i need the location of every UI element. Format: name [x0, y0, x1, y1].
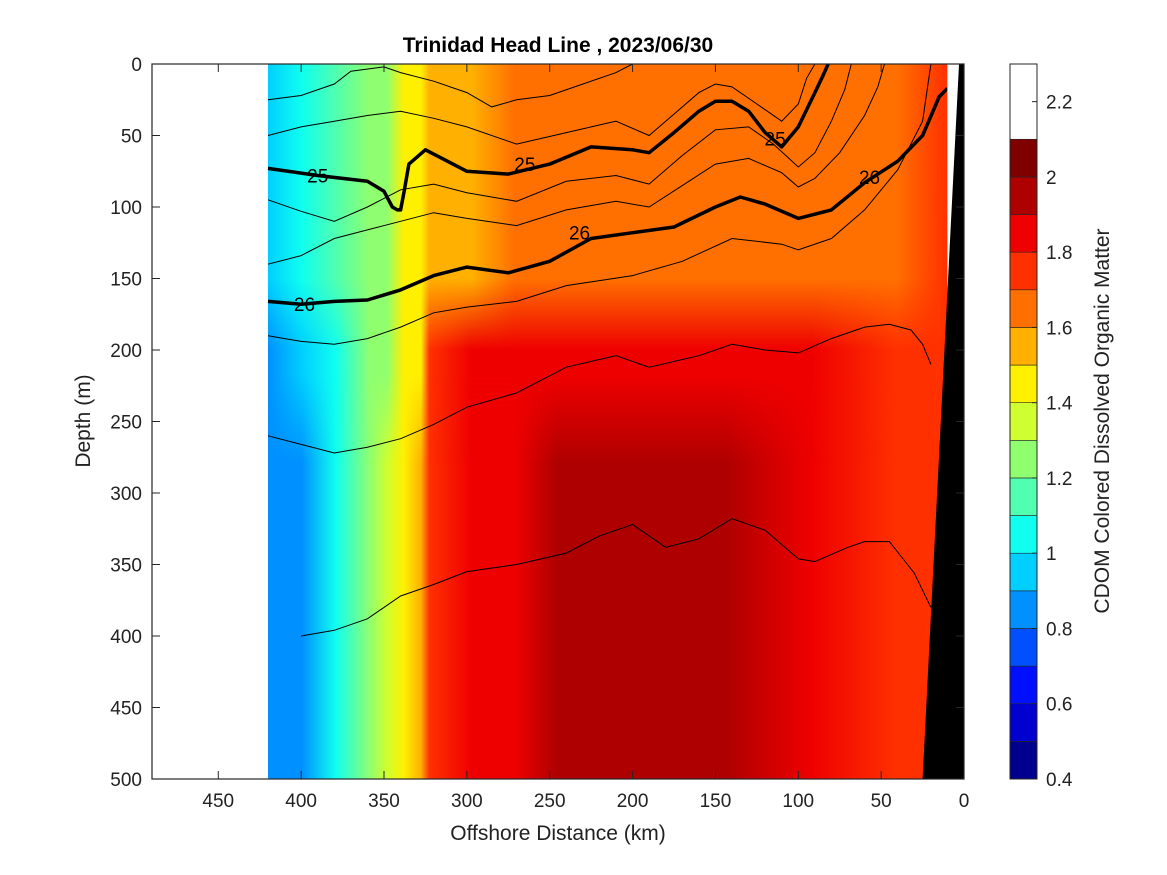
contour-label-26-1: 26: [294, 295, 315, 316]
colorbar-tick-label: 1.8: [1046, 243, 1072, 264]
y-tick-label: 150: [110, 270, 142, 291]
thin-contour-5: [267, 64, 932, 345]
cdom-field: [268, 64, 948, 779]
y-axis: 0 50 100 150 200 250 300 350 400 450 500: [110, 55, 964, 791]
colorbar-tick-label: 1.6: [1046, 318, 1072, 339]
isopycnal-25: [267, 64, 830, 212]
contour-label-25-2: 25: [514, 155, 535, 176]
colorbar-tick-label: 0.6: [1046, 695, 1072, 716]
colorbar-band: [1009, 289, 1038, 328]
thin-contour-6: [267, 323, 932, 454]
bathymetry-fill: [922, 64, 964, 779]
contour-label-25-1: 25: [307, 167, 328, 188]
colorbar-band: [1009, 590, 1038, 629]
colorbar-band: [1009, 703, 1038, 742]
colorbar-band: [1009, 176, 1038, 215]
colorbar-band: [1009, 628, 1038, 667]
y-tick-label: 400: [110, 627, 142, 648]
x-tick-label: 50: [871, 791, 892, 812]
y-tick-label: 500: [110, 770, 142, 791]
x-tick-label: 100: [782, 791, 814, 812]
colorbar-band: [1009, 364, 1038, 403]
colorbar-band: [1009, 440, 1038, 479]
colorbar-band: [1009, 477, 1038, 516]
field-surface-layer: [268, 64, 948, 350]
y-tick-label: 200: [110, 341, 142, 362]
x-tick-label: 200: [617, 791, 649, 812]
colorbar-tick-label: 2: [1046, 168, 1057, 189]
thin-contour-4: [267, 64, 885, 265]
thin-contour-7: [301, 518, 932, 637]
x-tick-label: 0: [959, 791, 970, 812]
colorbar-tick-label: 0.4: [1046, 770, 1073, 791]
y-axis-label: Depth (m): [72, 374, 95, 467]
colorbar-tick-label: 1.2: [1046, 469, 1072, 490]
x-tick-label: 300: [451, 791, 483, 812]
y-tick-label: 250: [110, 413, 142, 434]
colorbar-label: CDOM Colored Dissolved Organic Matter: [1091, 228, 1114, 613]
thin-contour-3: [267, 64, 852, 222]
colorbar-tick-label: 1: [1046, 544, 1057, 565]
colorbar-band: [1009, 665, 1038, 705]
thin-contour-2: [267, 64, 816, 145]
contour-label-26-3: 26: [859, 168, 880, 189]
contour-label-25-3: 25: [765, 129, 786, 150]
x-tick-label: 400: [285, 791, 317, 812]
thin-contour-1: [267, 64, 633, 108]
colorbar-band: [1009, 515, 1038, 554]
colorbar-band: [1009, 214, 1038, 253]
colorbar-band: [1009, 741, 1038, 780]
colorbar-tick-label: 2.2: [1046, 93, 1072, 114]
colorbar-band: [1009, 138, 1038, 178]
colorbar-band: [1009, 327, 1038, 366]
x-axis-label: Offshore Distance (km): [450, 822, 666, 845]
chart-title: Trinidad Head Line , 2023/06/30: [403, 34, 713, 57]
x-tick-label: 150: [700, 791, 732, 812]
contour-label-26-2: 26: [569, 224, 590, 245]
x-tick-label: 450: [202, 791, 234, 812]
y-tick-label: 450: [110, 699, 142, 720]
x-tick-label: 350: [368, 791, 400, 812]
colorbar-band: [1009, 552, 1038, 592]
density-contours: 25 25 25 26 26 26: [267, 64, 949, 637]
bathymetry: [922, 64, 964, 779]
y-tick-label: 100: [110, 198, 142, 219]
colorbar-band: [1009, 251, 1038, 291]
y-tick-label: 50: [121, 127, 142, 148]
x-axis: 450 400 350 300 250 200 150 100 50 0: [202, 64, 969, 812]
y-tick-label: 0: [131, 55, 142, 76]
colorbar-band: [1009, 402, 1038, 441]
colorbar-border: [1009, 63, 1038, 780]
isopycnal-26: [267, 87, 949, 306]
y-tick-label: 350: [110, 556, 142, 577]
colorbar: 0.4 0.6 0.8 1 1.2 1.4 1.6 1.8 2 2.2: [1009, 63, 1073, 791]
colorbar-tick-label: 1.4: [1046, 394, 1073, 415]
x-tick-label: 250: [534, 791, 566, 812]
y-tick-label: 300: [110, 484, 142, 505]
colorbar-tick-label: 0.8: [1046, 619, 1072, 640]
